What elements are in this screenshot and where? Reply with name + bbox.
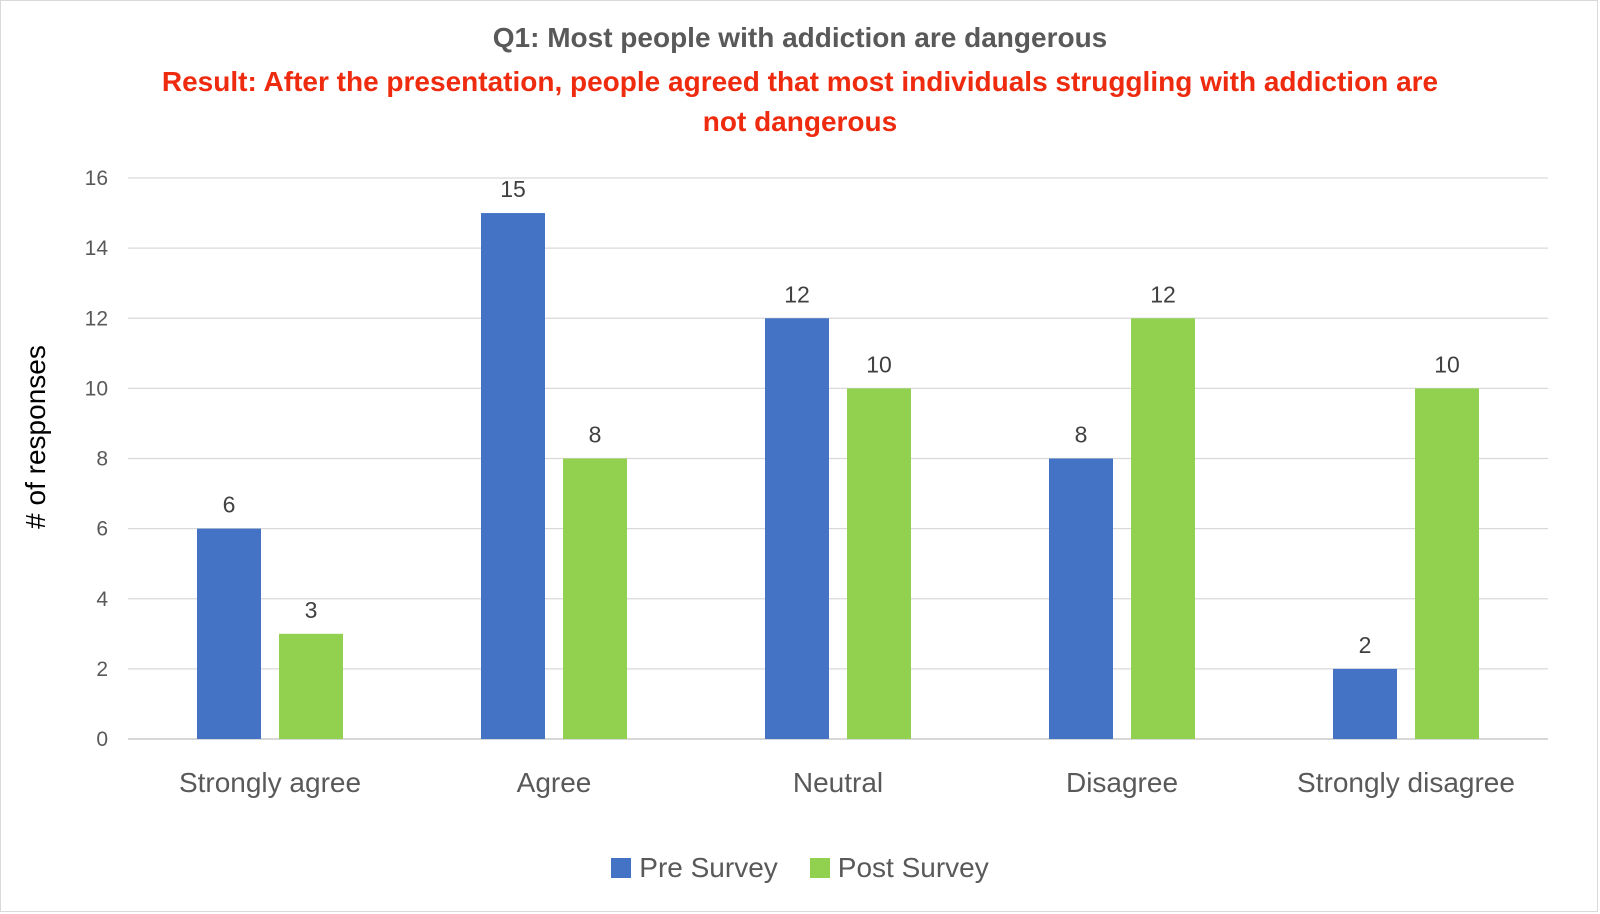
data-label: 3: [305, 597, 318, 623]
data-label: 10: [866, 351, 892, 377]
bar-pre-survey: [1333, 668, 1397, 739]
bar-post-survey: [1131, 318, 1195, 739]
data-label: 10: [1434, 351, 1460, 377]
bar-post-survey: [563, 458, 627, 739]
bar-pre-survey: [197, 528, 261, 739]
x-tick-label: Agree: [517, 767, 592, 798]
legend-item: Pre Survey: [611, 852, 778, 884]
bar-pre-survey: [765, 318, 829, 739]
data-label: 15: [500, 176, 526, 202]
legend-item: Post Survey: [809, 852, 989, 884]
legend-label: Post Survey: [837, 852, 989, 883]
gridlines: [128, 177, 1548, 740]
y-tick-label: 6: [96, 518, 108, 541]
chart-title: Q1: Most people with addiction are dange…: [492, 22, 1108, 53]
y-axis: 0 2 4 6 8 10 12 14 16: [85, 167, 109, 751]
bar-pre-survey: [1049, 458, 1113, 739]
x-tick-label: Neutral: [793, 767, 883, 798]
data-labels: 6 3 15 8 12 10 8 12 2 10: [223, 176, 1460, 658]
bar-post-survey: [847, 388, 911, 739]
data-label: 8: [589, 422, 602, 448]
chart-subtitle: Result: After the presentation, people a…: [161, 66, 1439, 137]
bars: [197, 213, 1479, 739]
y-tick-label: 16: [85, 167, 108, 190]
x-tick-label: Disagree: [1066, 767, 1178, 798]
legend-swatch: [611, 858, 632, 878]
y-tick-label: 10: [85, 377, 108, 400]
data-label: 12: [1150, 281, 1176, 307]
data-label: 12: [784, 281, 810, 307]
bar-post-survey: [1415, 388, 1479, 739]
y-tick-label: 4: [96, 588, 108, 611]
bar-post-survey: [279, 633, 343, 739]
data-label: 8: [1075, 422, 1088, 448]
x-tick-label: Strongly agree: [179, 767, 361, 798]
y-tick-label: 8: [96, 448, 108, 471]
data-label: 2: [1359, 632, 1372, 658]
y-tick-label: 14: [85, 237, 109, 260]
legend-label: Pre Survey: [639, 852, 778, 883]
y-tick-label: 0: [96, 728, 108, 751]
y-tick-label: 12: [85, 307, 108, 330]
legend: Pre Survey Post Survey: [0, 852, 1600, 884]
x-axis: Strongly agree Agree Neutral Disagree Strong…: [179, 767, 1515, 798]
data-label: 6: [223, 492, 236, 518]
legend-swatch: [809, 858, 830, 878]
y-tick-label: 2: [96, 658, 108, 681]
x-tick-label: Strongly disagree: [1297, 767, 1515, 798]
bar-pre-survey: [481, 213, 545, 739]
y-axis-label: # of responses: [20, 345, 51, 529]
